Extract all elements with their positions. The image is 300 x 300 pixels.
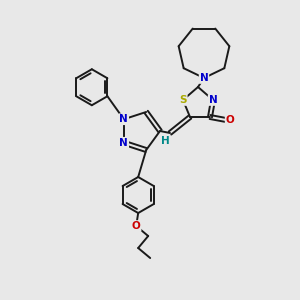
- Text: N: N: [208, 95, 217, 105]
- Text: N: N: [119, 138, 128, 148]
- Text: O: O: [132, 221, 141, 231]
- Text: N: N: [200, 73, 208, 83]
- Text: S: S: [179, 95, 187, 105]
- Text: O: O: [226, 115, 234, 125]
- Text: N: N: [119, 114, 128, 124]
- Text: H: H: [160, 136, 169, 146]
